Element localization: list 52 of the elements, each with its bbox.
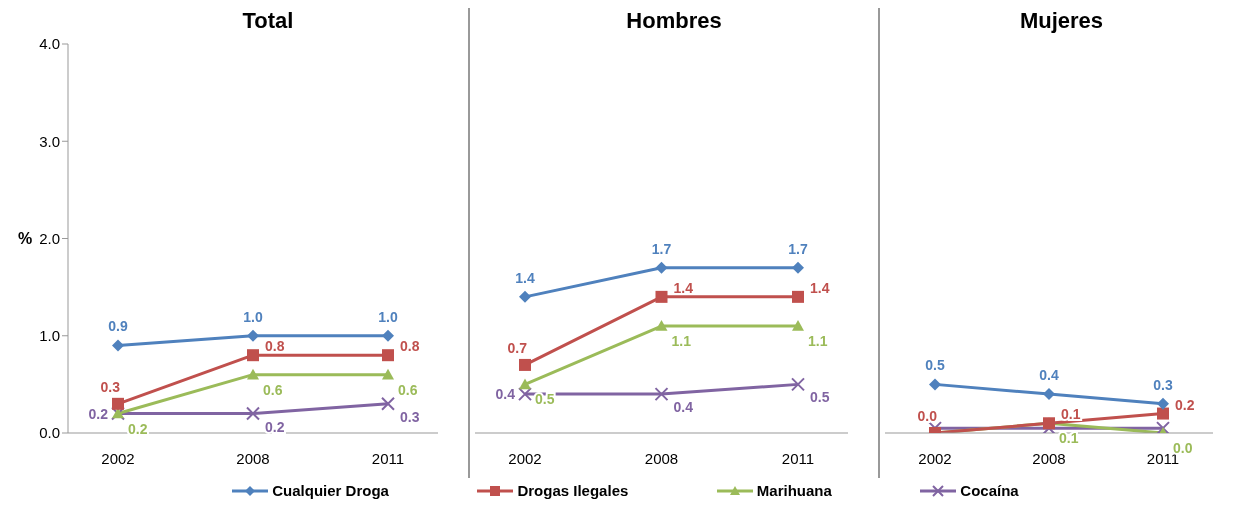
x-tick-label: 2008 xyxy=(644,449,679,467)
legend-label: Marihuana xyxy=(756,482,832,499)
chart-title: Hombres xyxy=(625,8,723,35)
data-label: 1.7 xyxy=(651,240,672,257)
data-label: 1.1 xyxy=(808,333,828,350)
data-label: 0.6 xyxy=(398,381,418,398)
data-label: 0.5 xyxy=(810,389,830,406)
data-label: 1.4 xyxy=(810,279,830,296)
data-label: 0.9 xyxy=(108,318,128,335)
data-label: 0.5 xyxy=(535,391,555,408)
data-label: 0.3 xyxy=(1153,376,1173,393)
legend-label: Cocaína xyxy=(960,482,1019,499)
x-tick-label: 2002 xyxy=(101,449,135,467)
y-tick-label: 3.0 xyxy=(39,132,60,150)
data-label: 1.4 xyxy=(673,279,694,296)
data-label: 0.0 xyxy=(917,408,938,424)
data-label: 0.3 xyxy=(100,378,121,395)
chart-title: Total xyxy=(241,8,295,35)
chart-title: Mujeres xyxy=(1018,8,1105,35)
data-label: 0.3 xyxy=(400,408,420,425)
data-label: 0.4 xyxy=(495,386,516,403)
data-label: 0.8 xyxy=(265,338,285,355)
data-label: 0.6 xyxy=(263,381,283,398)
data-label: 0.2 xyxy=(265,418,285,435)
data-label: 1.4 xyxy=(515,269,535,286)
data-label: 1.0 xyxy=(378,308,398,325)
data-label: 0.1 xyxy=(1061,406,1081,423)
x-tick-label: 2011 xyxy=(371,449,405,467)
y-tick-label: 4.0 xyxy=(39,35,60,53)
x-tick-label: 2008 xyxy=(1032,449,1066,467)
data-label: 0.8 xyxy=(400,338,420,355)
data-label: 1.0 xyxy=(243,308,263,325)
data-label: 0.4 xyxy=(673,399,694,416)
data-label: 0.2 xyxy=(1175,396,1195,413)
data-label: 0.2 xyxy=(88,405,109,422)
data-label: 0.7 xyxy=(507,339,528,356)
data-label: 0.1 xyxy=(1059,430,1079,447)
y-tick-label: 2.0 xyxy=(39,229,60,247)
x-tick-label: 2008 xyxy=(236,449,270,467)
data-label: 0.4 xyxy=(1039,367,1059,384)
y-axis-title: % xyxy=(18,230,33,248)
x-tick-label: 2011 xyxy=(781,449,815,467)
data-label: 0.2 xyxy=(128,420,148,437)
data-label: 1.1 xyxy=(671,333,692,350)
legend-label: Cualquier Droga xyxy=(272,482,389,499)
x-tick-label: 2002 xyxy=(508,449,542,467)
data-label: 0.5 xyxy=(925,357,945,374)
y-tick-label: 0.0 xyxy=(39,424,60,442)
legend-label: Drogas Ilegales xyxy=(517,482,629,499)
x-tick-label: 2002 xyxy=(918,449,952,467)
y-tick-label: 1.0 xyxy=(39,327,60,345)
data-label: 1.7 xyxy=(788,240,808,257)
